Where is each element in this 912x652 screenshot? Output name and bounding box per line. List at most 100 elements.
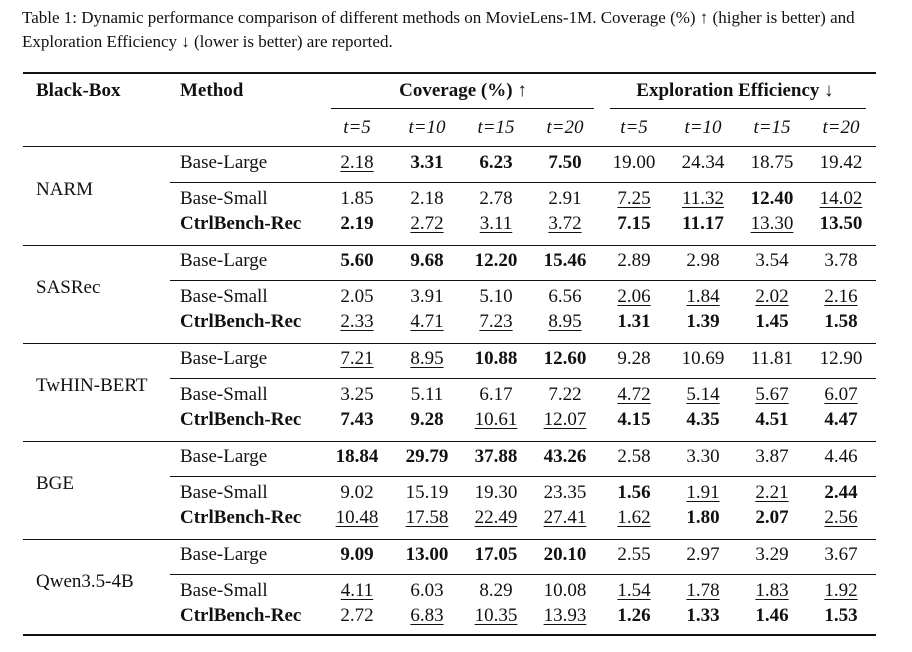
coverage-value: 29.79 (405, 446, 449, 467)
coverage-value: 37.88 (474, 446, 518, 467)
timestep-header-efficiency-t10: t=10 (684, 117, 722, 138)
efficiency-value: 12.90 (819, 348, 863, 369)
blackbox-label: SASRec (36, 277, 101, 298)
efficiency-value: 11.81 (750, 348, 794, 369)
coverage-value: 1.85 (340, 188, 374, 209)
efficiency-value: 9.28 (617, 348, 651, 369)
timestep-header-coverage-t15: t=15 (477, 117, 515, 138)
coverage-value: 3.91 (410, 286, 444, 307)
coverage-value: 3.31 (410, 152, 444, 173)
coverage-value: 2.78 (479, 188, 513, 209)
efficiency-value: 3.78 (824, 250, 858, 271)
efficiency-value: 2.16 (824, 286, 858, 307)
coverage-value: 19.30 (474, 482, 518, 503)
efficiency-value: 3.67 (824, 544, 858, 565)
coverage-value: 3.72 (548, 213, 582, 234)
group-cmidrule (170, 476, 876, 477)
efficiency-value: 4.47 (824, 409, 858, 430)
coverage-value: 10.88 (474, 348, 518, 369)
top-rule (23, 72, 876, 74)
efficiency-value: 1.62 (617, 507, 651, 528)
group-cmidrule (170, 182, 876, 183)
coverage-value: 6.83 (410, 605, 444, 626)
coverage-value: 2.72 (410, 213, 444, 234)
coverage-value: 17.58 (405, 507, 449, 528)
coverage-value: 20.10 (543, 544, 587, 565)
efficiency-value: 1.91 (686, 482, 720, 503)
efficiency-value: 4.46 (824, 446, 858, 467)
coverage-value: 6.17 (479, 384, 513, 405)
efficiency-value: 1.26 (617, 605, 651, 626)
group-separator (23, 245, 876, 246)
coverage-value: 13.00 (405, 544, 449, 565)
table-caption: Table 1: Dynamic performance comparison … (22, 8, 855, 51)
coverage-value: 8.95 (410, 348, 444, 369)
group-cmidrule (170, 378, 876, 379)
coverage-value: 17.05 (474, 544, 518, 565)
coverage-value: 2.72 (340, 605, 374, 626)
coverage-value: 23.35 (543, 482, 587, 503)
efficiency-value: 4.15 (617, 409, 651, 430)
timestep-header-efficiency-t20: t=20 (822, 117, 860, 138)
efficiency-value: 4.35 (686, 409, 720, 430)
efficiency-value: 1.33 (686, 605, 720, 626)
coverage-value: 18.84 (335, 446, 379, 467)
efficiency-value: 1.39 (686, 311, 720, 332)
efficiency-value: 11.17 (682, 213, 724, 234)
efficiency-value: 2.06 (617, 286, 651, 307)
method-label: CtrlBench-Rec (180, 605, 302, 626)
efficiency-value: 5.14 (686, 384, 720, 405)
coverage-value: 12.07 (543, 409, 587, 430)
blackbox-label: NARM (36, 179, 94, 200)
coverage-value: 27.41 (543, 507, 587, 528)
efficiency-value: 4.51 (755, 409, 789, 430)
method-label: CtrlBench-Rec (180, 507, 302, 528)
efficiency-value: 1.56 (617, 482, 651, 503)
coverage-value: 7.21 (340, 348, 374, 369)
efficiency-value: 2.21 (755, 482, 789, 503)
efficiency-value: 2.97 (686, 544, 720, 565)
efficiency-value: 2.55 (617, 544, 651, 565)
coverage-value: 43.26 (543, 446, 587, 467)
coverage-value: 9.28 (410, 409, 444, 430)
method-label: Base-Small (180, 188, 268, 209)
method-label: Base-Small (180, 286, 268, 307)
efficiency-value: 2.02 (755, 286, 789, 307)
coverage-value: 2.18 (340, 152, 374, 173)
efficiency-value: 2.56 (824, 507, 858, 528)
efficiency-value: 5.67 (755, 384, 789, 405)
timestep-header-coverage-t10: t=10 (408, 117, 446, 138)
efficiency-value: 24.34 (681, 152, 725, 173)
efficiency-value: 1.31 (617, 311, 651, 332)
coverage-value: 2.91 (548, 188, 582, 209)
efficiency-value: 1.58 (824, 311, 858, 332)
efficiency-value: 13.30 (750, 213, 794, 234)
method-label: CtrlBench-Rec (180, 213, 302, 234)
header-rule (23, 146, 876, 147)
efficiency-value: 1.54 (617, 580, 651, 601)
method-label: Base-Large (180, 250, 268, 271)
group-separator (23, 441, 876, 442)
efficiency-value: 6.07 (824, 384, 858, 405)
method-label: Base-Small (180, 580, 268, 601)
group-cmidrule (170, 280, 876, 281)
efficiency-value: 3.29 (755, 544, 789, 565)
efficiency-value: 19.42 (819, 152, 863, 173)
coverage-value: 5.60 (340, 250, 374, 271)
efficiency-value: 14.02 (819, 188, 863, 209)
coverage-value: 3.25 (340, 384, 374, 405)
coverage-value: 13.93 (543, 605, 587, 626)
header-efficiency: Exploration Efficiency ↓ (636, 80, 834, 101)
coverage-cmidrule (331, 108, 594, 109)
efficiency-value: 2.58 (617, 446, 651, 467)
group-separator (23, 539, 876, 540)
coverage-value: 12.20 (474, 250, 518, 271)
coverage-value: 3.11 (479, 213, 513, 234)
coverage-value: 15.19 (405, 482, 449, 503)
method-label: Base-Small (180, 384, 268, 405)
coverage-value: 6.56 (548, 286, 582, 307)
efficiency-value: 4.72 (617, 384, 651, 405)
method-label: Base-Small (180, 482, 268, 503)
timestep-header-coverage-t20: t=20 (546, 117, 584, 138)
efficiency-value: 3.30 (686, 446, 720, 467)
